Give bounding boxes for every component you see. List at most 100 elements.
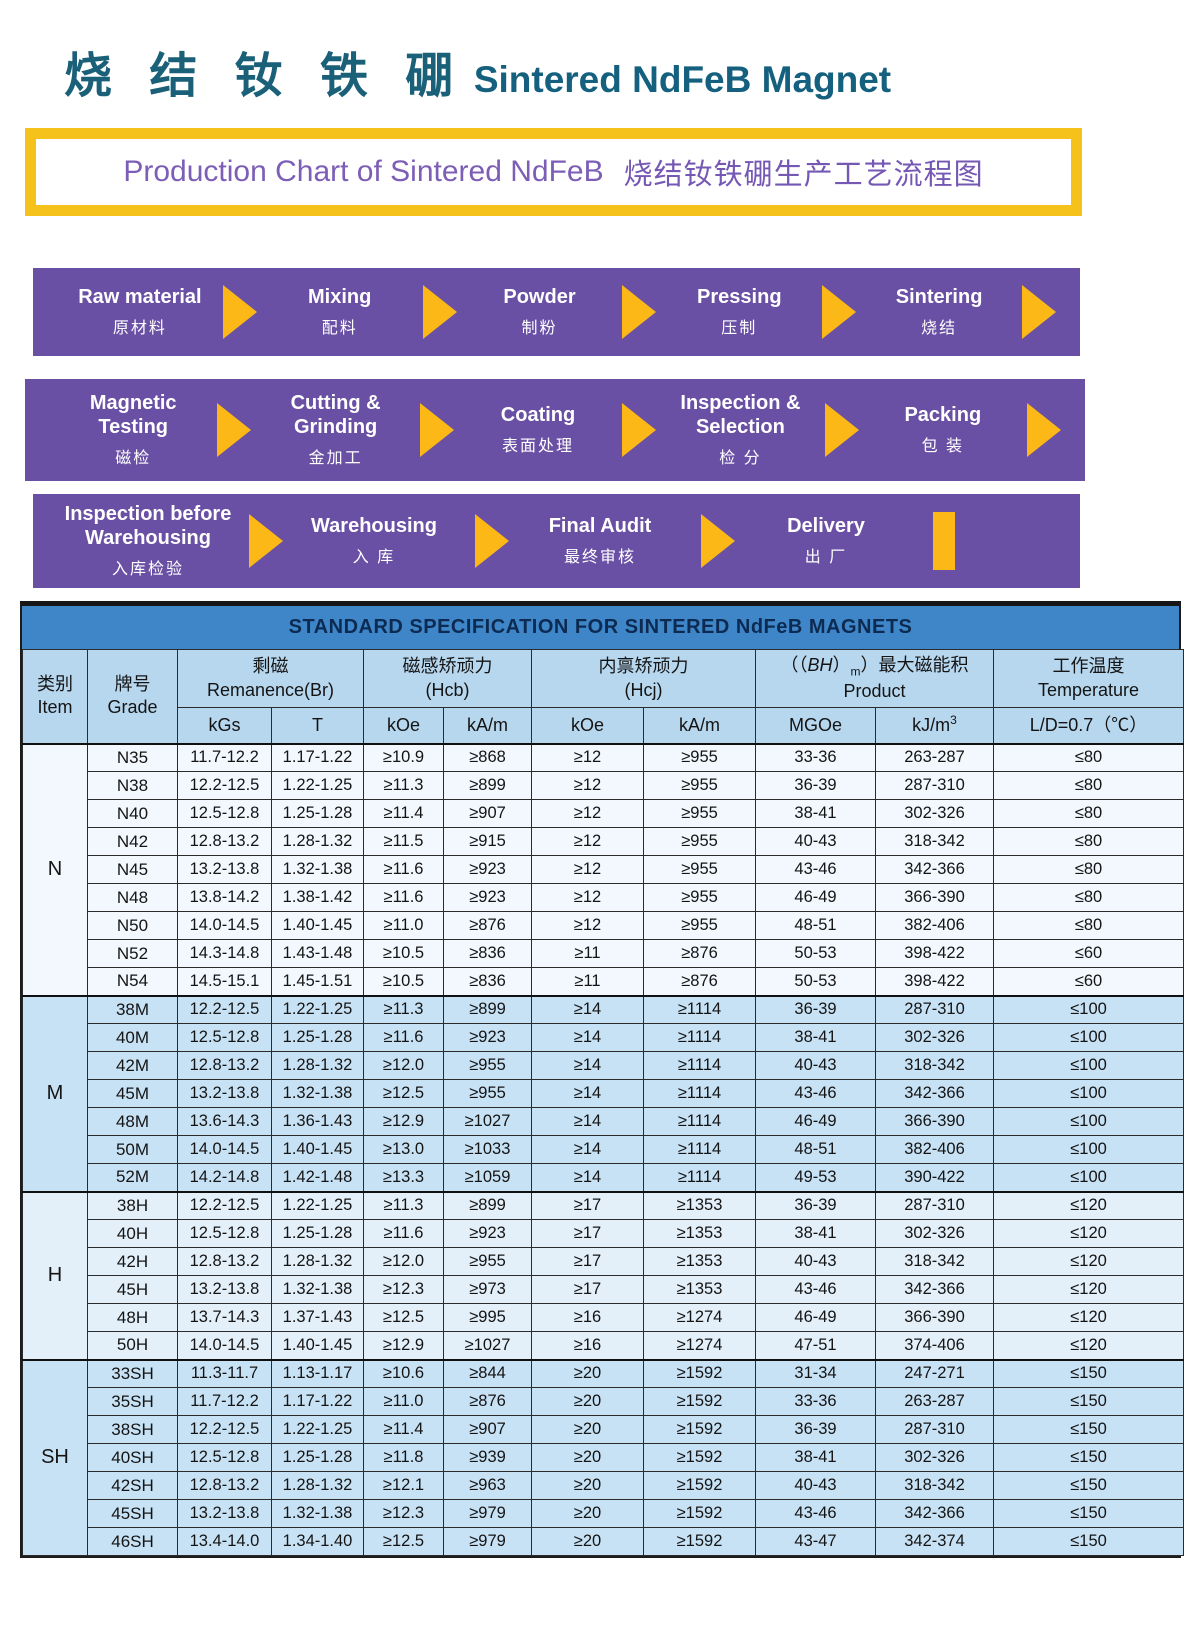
- table-cell: ≥955: [443, 1247, 533, 1276]
- table-cell: ≥868: [443, 742, 533, 772]
- flow-arrow-icon: [422, 285, 457, 339]
- table-cell: ≥923: [443, 1023, 533, 1052]
- table-cell: ≥844: [443, 1358, 533, 1388]
- table-cell: 43-46: [755, 1499, 877, 1528]
- table-cell: 1.34-1.40: [270, 1527, 365, 1556]
- table-cell: ≥1353: [643, 1219, 757, 1248]
- col-header-remanence-en: Remanence(Br): [206, 679, 335, 700]
- flow-step: Inspection before Warehousing 入库检验: [57, 503, 239, 578]
- table-cell: ≥899: [443, 771, 533, 800]
- table-cell: 12.5-12.8: [177, 1219, 272, 1248]
- col-header-grade-zh: 牌号: [114, 673, 151, 694]
- spec-table-header: 类别 Item 牌号 Grade 剩磁 Remanence(Br) 磁感矫顽力 …: [22, 649, 1185, 744]
- table-cell: ≤100: [993, 1107, 1185, 1136]
- table-cell: 374-406: [875, 1331, 995, 1360]
- table-cell: ≥955: [643, 827, 757, 856]
- table-cell: ≤150: [993, 1415, 1185, 1444]
- table-cell: 13.7-14.3: [177, 1303, 272, 1332]
- flow-step-label-en: Cutting & Grinding: [290, 392, 381, 438]
- table-cell: ≥11.6: [363, 1219, 445, 1248]
- table-row: 45SH 13.2-13.8 1.32-1.38 ≥12.3 ≥979 ≥20 ≥1592 4…: [23, 1499, 1185, 1528]
- bh-paren-close: ）: [860, 654, 879, 675]
- table-cell: 1.22-1.25: [270, 1190, 365, 1220]
- banner-text-chinese: 烧结钕铁硼生产工艺流程图: [623, 159, 984, 191]
- table-cell: ≥20: [531, 1387, 645, 1416]
- table-cell: ≥12.5: [363, 1079, 445, 1108]
- table-cell: ≤150: [993, 1387, 1185, 1416]
- table-cell: 302-326: [875, 799, 995, 828]
- table-row: H 38H 12.2-12.5 1.22-1.25 ≥11.3 ≥899 ≥17 ≥1353 3…: [22, 1190, 1185, 1360]
- table-cell: 1.28-1.32: [270, 1247, 365, 1276]
- table-cell: 318-342: [875, 1471, 995, 1500]
- table-cell: 40-43: [755, 1471, 877, 1500]
- table-cell: ≤150: [993, 1499, 1185, 1528]
- table-cell: 13.6-14.3: [177, 1107, 272, 1136]
- table-cell: ≥1592: [643, 1443, 757, 1472]
- grade-cell: 40M: [87, 1023, 178, 1052]
- table-cell: ≤80: [993, 911, 1185, 940]
- table-cell: ≥12: [531, 799, 645, 828]
- col-header-grade: 牌号 Grade: [87, 649, 178, 744]
- flow-step: Powder 制粉: [457, 286, 623, 338]
- table-cell: ≥1114: [643, 1163, 757, 1192]
- table-cell: ≥923: [443, 883, 533, 912]
- grade-cell: N38: [87, 771, 178, 800]
- table-cell: 318-342: [875, 1051, 995, 1080]
- flow-arrow-icon: [622, 285, 657, 339]
- table-cell: 366-390: [875, 1303, 995, 1332]
- table-cell: ≥1592: [643, 1387, 757, 1416]
- page-header: 烧 结 钕 铁 硼 Sintered NdFeB Magnet: [0, 0, 1200, 106]
- table-cell: ≥20: [531, 1499, 645, 1528]
- grade-cell: 33SH: [87, 1358, 178, 1388]
- table-cell: 1.25-1.28: [270, 1443, 365, 1472]
- table-cell: 12.2-12.5: [177, 1190, 272, 1220]
- table-cell: ≥1033: [443, 1135, 533, 1164]
- flow-arrow-icon: [1027, 403, 1062, 457]
- table-cell: 40-43: [755, 827, 877, 856]
- table-cell: 38-41: [755, 1443, 877, 1472]
- table-cell: ≤80: [993, 799, 1185, 828]
- delivery-end-bar-icon: [933, 512, 955, 570]
- subheader-hcj-koe: kOe: [531, 707, 645, 744]
- table-cell: ≥20: [531, 1471, 645, 1500]
- table-cell: 263-287: [875, 742, 995, 772]
- flow-step-label-en: Packing: [904, 404, 982, 427]
- table-cell: ≥1114: [643, 994, 757, 1024]
- table-cell: ≥1592: [643, 1358, 757, 1388]
- table-row: 46SH 13.4-14.0 1.34-1.40 ≥12.5 ≥979 ≥20 ≥1592 4…: [23, 1527, 1185, 1556]
- spec-table-body: N N35 11.7-12.2 1.17-1.22 ≥10.9 ≥868 ≥12 ≥955 33…: [22, 742, 1185, 1556]
- table-cell: 1.37-1.43: [270, 1303, 365, 1332]
- table-cell: 1.45-1.51: [270, 967, 365, 996]
- table-cell: 1.22-1.25: [270, 1415, 365, 1444]
- col-header-hcj: 内禀矫顽力 (Hcj): [531, 649, 757, 708]
- table-cell: ≤80: [993, 855, 1185, 884]
- table-cell: ≥12.9: [363, 1331, 445, 1360]
- table-cell: ≥1059: [443, 1163, 533, 1192]
- table-cell: 46-49: [755, 1303, 877, 1332]
- table-cell: ≥12.9: [363, 1107, 445, 1136]
- col-header-temperature-zh: 工作温度: [1052, 656, 1125, 677]
- table-cell: 1.40-1.45: [270, 911, 365, 940]
- table-cell: 14.3-14.8: [177, 939, 272, 968]
- table-cell: ≥14: [531, 1135, 645, 1164]
- table-cell: 342-366: [875, 1079, 995, 1108]
- table-row: 42SH 12.8-13.2 1.28-1.32 ≥12.1 ≥963 ≥20 ≥1592 4…: [23, 1471, 1185, 1500]
- subheader-hcb-kam: kA/m: [443, 707, 533, 744]
- table-cell: ≥1353: [643, 1275, 757, 1304]
- table-cell: 390-422: [875, 1163, 995, 1192]
- table-cell: ≤100: [993, 1023, 1185, 1052]
- table-cell: ≥11.0: [363, 911, 445, 940]
- table-cell: ≤80: [993, 771, 1185, 800]
- grade-cell: 38M: [87, 994, 178, 1024]
- col-header-bhmax-zh: 最大磁能积: [878, 654, 969, 675]
- flow-step: Sintering 烧结: [856, 286, 1022, 338]
- table-cell: ≥1353: [643, 1247, 757, 1276]
- flow-band-3: Inspection before Warehousing 入库检验 Warehou…: [33, 494, 1080, 588]
- table-row: N38 12.2-12.5 1.22-1.25 ≥11.3 ≥899 ≥12 ≥955 36-…: [23, 771, 1185, 800]
- flow-arrow-icon: [701, 514, 735, 568]
- table-cell: 1.25-1.28: [270, 1219, 365, 1248]
- table-cell: ≥14: [531, 1023, 645, 1052]
- col-header-temperature: 工作温度 Temperature: [993, 649, 1185, 708]
- table-cell: 48-51: [755, 911, 877, 940]
